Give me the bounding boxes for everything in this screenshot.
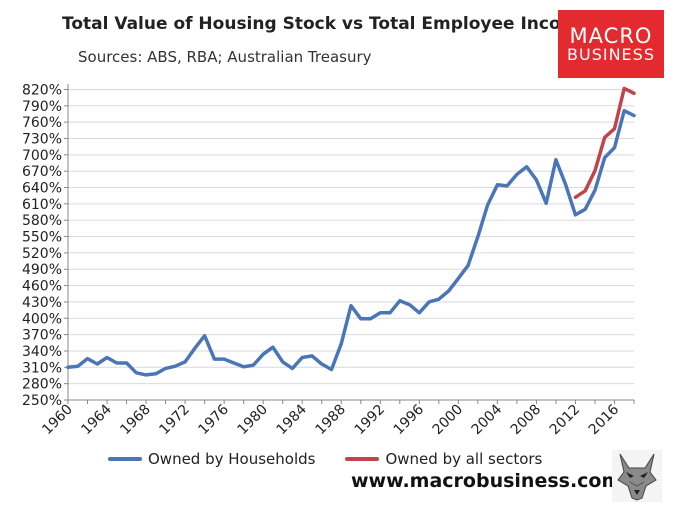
y-tick-label: 430%: [22, 295, 62, 311]
series-lines: [66, 86, 636, 377]
chart-subtitle: Sources: ABS, RBA; Australian Treasury: [78, 48, 372, 66]
y-tick-label: 670%: [22, 164, 62, 180]
series-line-households: [66, 108, 636, 377]
y-tick-label: 400%: [22, 311, 62, 327]
x-tick-label: 1968: [117, 402, 154, 439]
x-tick-label: 1980: [234, 402, 271, 439]
y-tick-label: 520%: [22, 246, 62, 262]
y-tick-label: 280%: [22, 377, 62, 393]
y-tick-label: 340%: [22, 344, 62, 360]
grid-lines: [68, 88, 634, 385]
y-tick-label: 790%: [22, 99, 62, 115]
chart-title: Total Value of Housing Stock vs Total Em…: [62, 14, 590, 34]
y-tick-label: 370%: [22, 328, 62, 344]
legend-label-all-sectors: Owned by all sectors: [385, 450, 543, 468]
legend-swatch-households: [108, 457, 142, 461]
y-tick-label: 490%: [22, 262, 62, 278]
website-url: www.macrobusiness.com.au: [351, 470, 655, 492]
y-tick-label: 610%: [22, 197, 62, 213]
x-tick-label: 1964: [78, 401, 115, 438]
y-tick-label: 640%: [22, 181, 62, 197]
y-tick-labels: 250%280%310%340%370%400%430%460%490%520%…: [22, 82, 62, 409]
legend-swatch-all-sectors: [345, 457, 380, 461]
x-tick-label: 2004: [469, 401, 506, 438]
y-tick-label: 820%: [22, 82, 62, 98]
series-line-all-sectors: [573, 86, 636, 200]
x-tick-label: 2008: [508, 402, 545, 439]
macrobusiness-logo: MACRO BUSINESS: [558, 10, 664, 78]
x-tick-label: 1992: [352, 402, 389, 439]
x-tick-label: 2016: [586, 401, 623, 438]
x-tick-label: 1972: [156, 402, 193, 439]
legend-item-all-sectors: Owned by all sectors: [345, 450, 542, 468]
x-tick-label: 1988: [313, 402, 350, 439]
logo-line-2: BUSINESS: [567, 44, 655, 64]
legend-item-households: Owned by Households: [108, 450, 315, 468]
y-tick-label: 550%: [22, 230, 62, 246]
x-tick-label: 2012: [547, 402, 584, 439]
wolf-head-icon: [612, 450, 662, 502]
y-tick-label: 250%: [22, 393, 62, 409]
y-tick-label: 310%: [22, 360, 62, 376]
x-tick-labels: 1960 1964 1968 1972 1976 1980 1984 1988 1992 1996…: [39, 401, 622, 438]
logo-line-1: MACRO: [569, 23, 653, 48]
x-tick-label: 1976: [195, 401, 232, 438]
y-tick-label: 760%: [22, 115, 62, 131]
y-tick-label: 580%: [22, 213, 62, 229]
y-tick-label: 460%: [22, 279, 62, 295]
legend-label-households: Owned by Households: [148, 450, 316, 468]
axes: [64, 84, 635, 404]
x-tick-label: 1996: [391, 401, 428, 438]
x-tick-label: 2000: [430, 402, 467, 439]
y-tick-label: 700%: [22, 148, 62, 164]
legend: Owned by Households Owned by all sectors: [108, 450, 572, 468]
y-tick-label: 730%: [22, 131, 62, 147]
x-tick-label: 1984: [274, 401, 311, 438]
